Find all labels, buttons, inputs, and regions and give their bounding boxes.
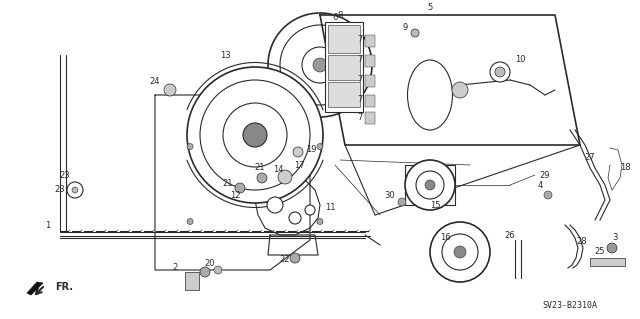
Circle shape [267,197,283,213]
Bar [365,75,375,87]
Text: 5: 5 [428,4,433,12]
Bar [185,272,199,290]
Circle shape [214,266,222,274]
Text: 21: 21 [223,179,233,188]
Circle shape [544,191,552,199]
Text: 26: 26 [505,231,515,240]
Circle shape [607,243,617,253]
Text: 27: 27 [585,153,595,162]
Text: 2: 2 [172,263,178,272]
Bar [285,163,295,170]
Text: 23: 23 [60,170,70,180]
Circle shape [235,183,245,193]
Text: 16: 16 [440,233,451,241]
Circle shape [452,82,468,98]
Circle shape [398,198,406,206]
Circle shape [454,246,466,258]
Circle shape [313,58,327,72]
Bar [405,165,455,205]
Bar [365,35,375,47]
Text: 15: 15 [429,201,440,210]
Text: 24: 24 [150,78,160,86]
Text: 10: 10 [515,56,525,64]
Text: 18: 18 [620,164,630,173]
Bar [365,112,375,124]
Text: 19: 19 [306,145,316,154]
Text: 21: 21 [255,164,265,173]
Bar [590,258,625,266]
Text: 7: 7 [357,56,363,64]
Circle shape [280,25,360,105]
Text: 7: 7 [357,35,363,44]
Circle shape [223,103,287,167]
Circle shape [187,144,193,150]
Circle shape [416,171,444,199]
Text: 3: 3 [612,234,618,242]
Circle shape [164,84,176,96]
Circle shape [257,173,267,183]
Circle shape [200,267,210,277]
Text: 12: 12 [230,190,240,199]
Text: 8: 8 [337,11,342,19]
Text: 20: 20 [205,258,215,268]
Circle shape [72,187,78,193]
Text: 7: 7 [357,113,363,122]
Text: 30: 30 [385,190,396,199]
Text: 4: 4 [538,181,543,189]
Circle shape [243,123,267,147]
Bar [365,55,375,67]
Circle shape [442,234,478,270]
Circle shape [302,47,338,83]
Circle shape [278,170,292,184]
Text: SV23-B2310A: SV23-B2310A [543,301,598,310]
Circle shape [293,147,303,157]
Bar [325,22,363,112]
Text: 28: 28 [577,238,588,247]
Text: 17: 17 [294,160,304,169]
Circle shape [317,219,323,225]
Bar [328,55,360,80]
Circle shape [67,182,83,198]
Circle shape [200,80,310,190]
Circle shape [411,29,419,37]
Text: 1: 1 [45,220,51,229]
Bar [328,82,360,107]
Circle shape [430,222,490,282]
Circle shape [290,253,300,263]
Text: 9: 9 [403,24,408,33]
Circle shape [289,212,301,224]
Text: FR.: FR. [55,282,73,292]
Text: 7: 7 [357,95,363,105]
Bar [328,25,360,53]
Circle shape [405,160,455,210]
Text: 14: 14 [273,166,284,174]
Circle shape [317,144,323,150]
Polygon shape [27,282,43,295]
Circle shape [305,205,315,215]
Circle shape [187,219,193,225]
Circle shape [187,67,323,203]
Circle shape [490,62,510,82]
Circle shape [495,67,505,77]
Text: 7: 7 [357,76,363,85]
Text: 29: 29 [540,170,550,180]
Circle shape [425,180,435,190]
Text: 23: 23 [54,186,65,195]
Bar [365,95,375,107]
Text: 25: 25 [595,248,605,256]
Text: 22: 22 [280,256,291,264]
Circle shape [268,13,372,117]
Text: 6: 6 [332,13,338,23]
Text: 13: 13 [220,50,230,60]
Text: 11: 11 [324,204,335,212]
